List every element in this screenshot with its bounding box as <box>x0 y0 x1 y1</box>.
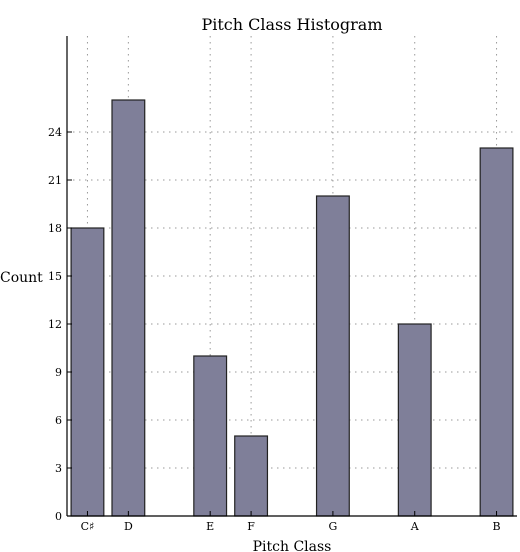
y-tick-label: 15 <box>48 270 62 283</box>
x-tick-label: D <box>124 520 133 533</box>
ticks: 0 3 6 9 12 15 18 21 24 C♯ D E F G A B <box>48 126 501 533</box>
y-tick-label: 12 <box>48 318 62 331</box>
bar-2 <box>193 355 228 517</box>
bar-6 <box>479 147 514 517</box>
y-axis-label: Count <box>0 270 43 286</box>
x-tick-label: G <box>329 520 338 533</box>
y-tick-label: 9 <box>55 366 62 379</box>
bar-5 <box>397 323 432 517</box>
x-tick-label: B <box>492 520 500 533</box>
x-tick-label: C♯ <box>81 520 95 533</box>
y-tick-label: 0 <box>55 510 62 523</box>
chart-title: Pitch Class Histogram <box>201 15 382 34</box>
y-tick-label: 3 <box>55 462 62 475</box>
x-tick-label: A <box>410 520 420 533</box>
y-tick-label: 6 <box>55 414 62 427</box>
y-tick-label: 24 <box>48 126 62 139</box>
bars <box>70 99 514 517</box>
x-tick-label: E <box>206 520 214 533</box>
bar-0 <box>70 227 105 517</box>
y-tick-label: 21 <box>48 174 62 187</box>
x-axis-label: Pitch Class <box>253 539 332 552</box>
x-tick-label: F <box>247 520 255 533</box>
bar-3 <box>234 435 269 517</box>
y-tick-label: 18 <box>48 222 62 235</box>
bar-1 <box>111 99 146 517</box>
bar-4 <box>315 195 350 517</box>
